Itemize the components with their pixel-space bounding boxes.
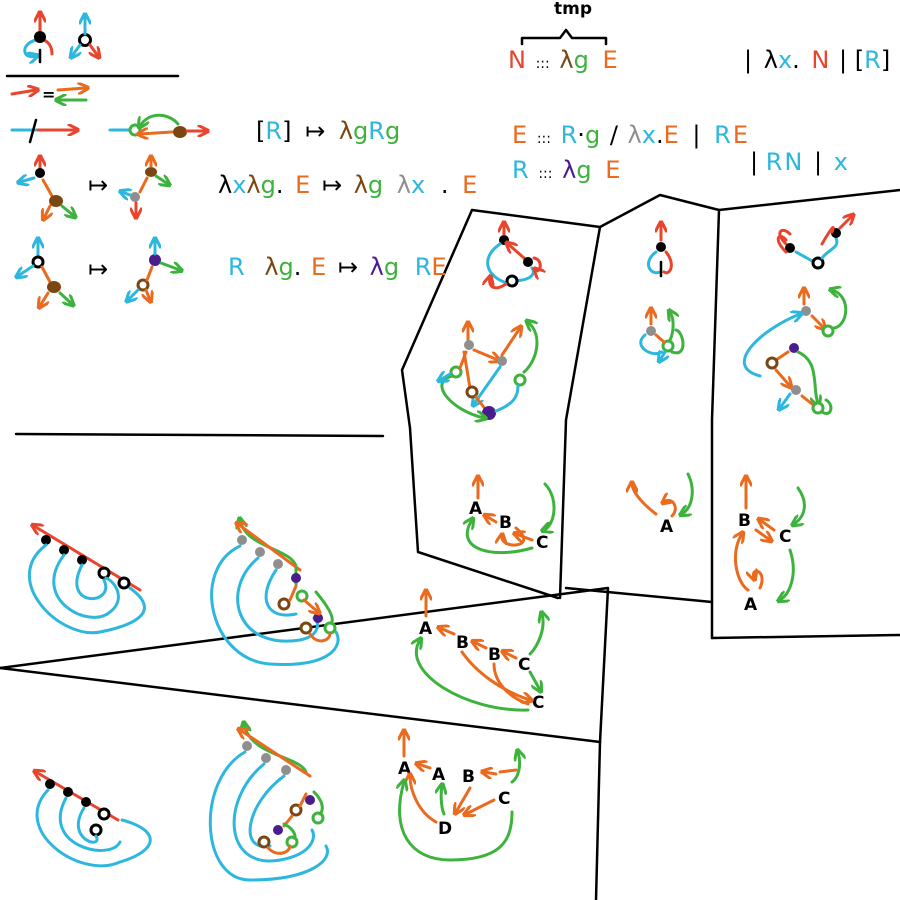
svg-text:C: C [532, 693, 544, 713]
svg-text:↦: ↦ [88, 171, 108, 199]
panel-borders [0, 74, 900, 900]
svg-text:λxλg. E ↦ λg: λxλg. E ↦ λg λx . E [218, 171, 477, 199]
svg-text:C: C [518, 655, 530, 675]
svg-text:N ::: λg E: N ::: λg E [508, 46, 618, 74]
svg-text:B: B [462, 767, 475, 787]
rule-3: R λg. E ↦ λg RE [228, 253, 447, 281]
svg-text:A: A [744, 595, 758, 615]
rule-2: λxλg. E ↦ λg λx . E [218, 171, 477, 199]
svg-text:C: C [536, 533, 548, 553]
bottom-row-2-graphs: A A B C D [36, 724, 520, 882]
svg-text:| RN | x: | RN | x [750, 148, 848, 176]
svg-text:A: A [419, 619, 433, 639]
bottom-row-1-graphs: A B B C C [29, 520, 544, 713]
panel-3-graphs: B C A [735, 216, 852, 615]
svg-text:[R] ↦ λgRg: [R] ↦ λgRg [256, 117, 400, 145]
svg-text:A: A [432, 765, 446, 785]
svg-text:tmp: tmp [554, 0, 592, 19]
svg-text:B: B [738, 511, 751, 531]
panel-1-graphs: A B C [440, 224, 556, 555]
svg-text:B: B [488, 645, 501, 665]
svg-text:R ::: λg E: R ::: λg E [512, 156, 620, 184]
rule-1: [R] ↦ λgRg [256, 117, 400, 145]
legend: = ↦ ↦ [10, 14, 206, 306]
svg-text:↦: ↦ [88, 255, 108, 283]
svg-text:| λx. N |: | λx. N | [R] [744, 46, 890, 74]
svg-text:E ::: R·g /: E ::: R·g / λx.E | RE [512, 121, 748, 149]
svg-text:B: B [456, 633, 469, 653]
svg-text:R λg. E ↦: R λg. E ↦ λg RE [228, 253, 447, 281]
svg-text:B: B [499, 513, 512, 533]
panel-2-graphs: A [632, 224, 694, 537]
grammar: tmp N ::: λg E | λx. N | [R] E ::: R·g /… [508, 0, 890, 184]
svg-text:=: = [42, 85, 55, 104]
svg-text:A: A [469, 499, 483, 519]
svg-text:C: C [498, 789, 510, 809]
svg-text:C: C [779, 527, 791, 547]
svg-text:D: D [438, 819, 452, 839]
svg-text:A: A [660, 517, 674, 537]
